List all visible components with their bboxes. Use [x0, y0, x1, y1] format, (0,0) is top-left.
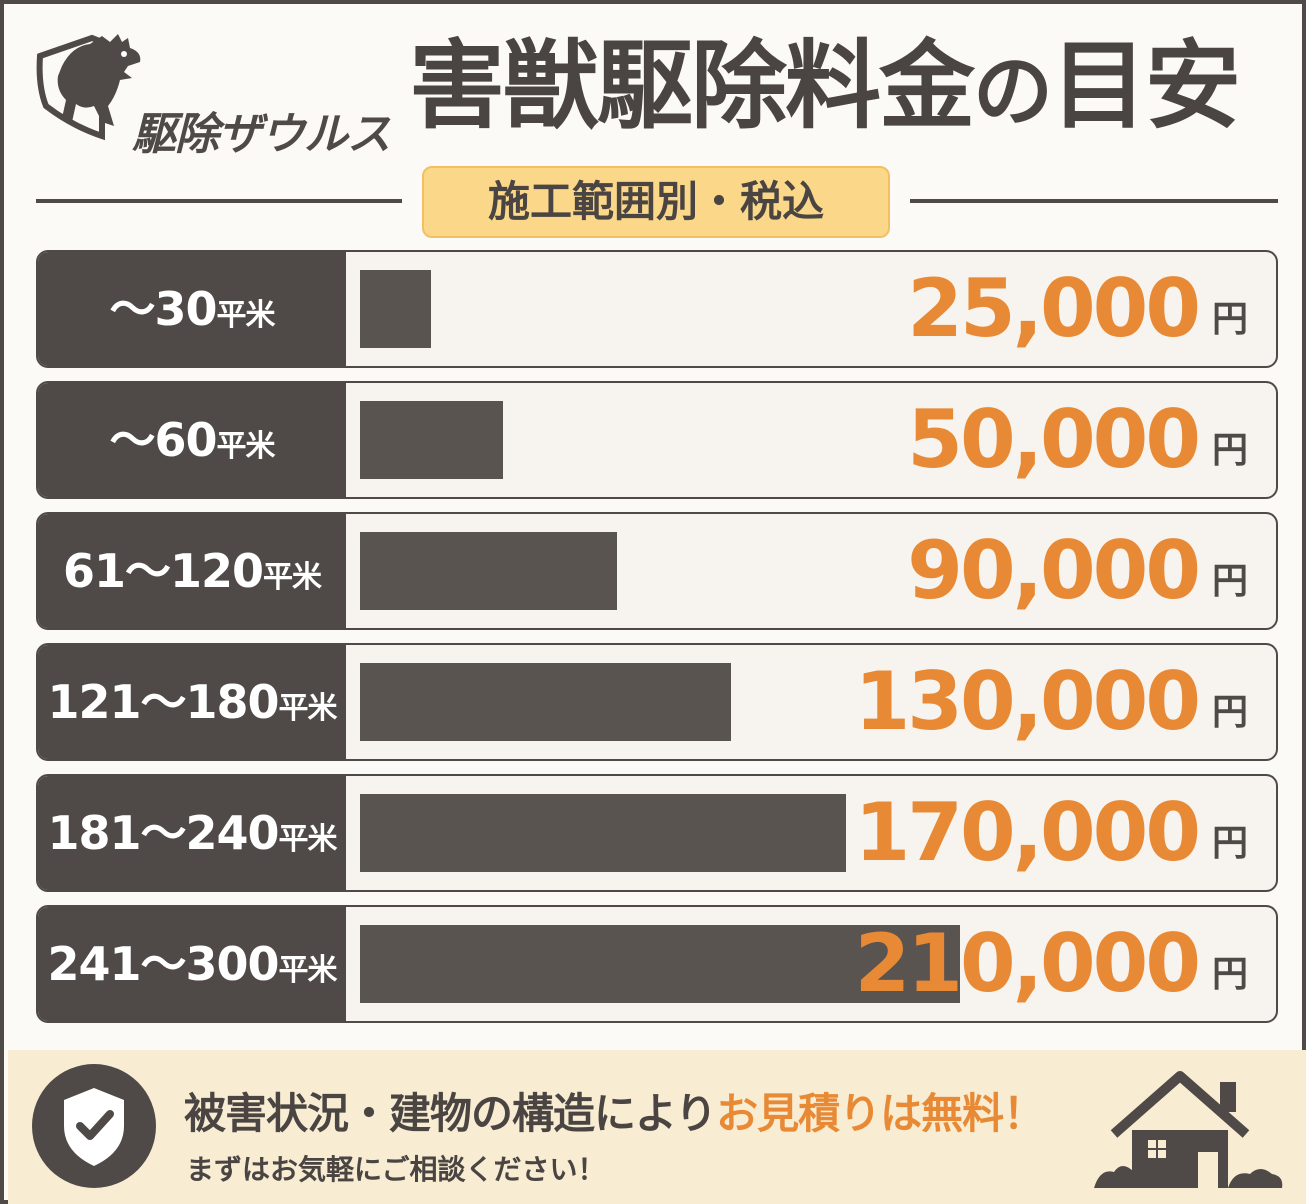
chart-row: 〜30平米 25,000 円 [36, 250, 1278, 368]
category-unit: 平米 [263, 560, 322, 595]
title-main: 害獣駆除料金 [409, 30, 975, 142]
category-range: 241〜300 [47, 937, 279, 991]
category-range: 121〜180 [47, 675, 279, 729]
dinosaur-mascot-icon [36, 34, 141, 141]
divider-left [36, 199, 402, 203]
category-unit: 平米 [278, 822, 338, 857]
value-unit: 円 [1211, 430, 1248, 471]
bar [360, 794, 846, 872]
value-label: 130,000 [854, 655, 1201, 748]
chart-row: 241〜300平米 210,000 円 [36, 905, 1278, 1023]
category-range: 〜30 [109, 282, 217, 336]
value-unit: 円 [1211, 299, 1248, 340]
value-label: 25,000 [907, 262, 1201, 355]
page-title: 害獣駆除料金の目安 [409, 26, 1241, 152]
value-label: 170,000 [854, 786, 1201, 879]
category-unit: 平米 [278, 953, 338, 988]
brand-name: 駆除ザウルス [132, 109, 391, 160]
footer-banner: 被害状況・建物の構造によりお見積りは無料！ まずはお気軽にご相談ください！ [8, 1050, 1306, 1204]
chart-row: 〜60平米 50,000 円 [36, 381, 1278, 499]
category-range: 181〜240 [47, 806, 279, 860]
bar [360, 925, 960, 1003]
value-unit: 円 [1211, 692, 1248, 733]
footer-headline-prefix: 被害状況・建物の構造により [184, 1089, 717, 1138]
value-unit: 円 [1211, 954, 1248, 995]
title-end: 目安 [1051, 30, 1241, 142]
divider-right [910, 199, 1278, 203]
category-label: 181〜240平米 [38, 776, 346, 890]
category-label: 61〜120平米 [38, 514, 346, 628]
category-label: 241〜300平米 [38, 907, 346, 1021]
category-range: 61〜120 [62, 544, 264, 598]
value-unit: 円 [1211, 561, 1248, 602]
category-label: 121〜180平米 [38, 645, 346, 759]
footer-headline: 被害状況・建物の構造によりお見積りは無料！ [184, 1080, 1045, 1141]
category-label: 〜60平米 [38, 383, 346, 497]
brand-logo: 駆除ザウルス [32, 26, 392, 160]
chart-row: 61〜120平米 90,000 円 [36, 512, 1278, 630]
bar [360, 270, 431, 348]
category-unit: 平米 [216, 429, 276, 464]
bar [360, 663, 731, 741]
subtitle-badge: 施工範囲別・税込 [422, 166, 890, 238]
shield-badge [32, 1064, 156, 1188]
value-label: 210,000 [854, 917, 1201, 1010]
shield-check-icon [64, 1088, 124, 1166]
footer-headline-accent: お見積りは無料！ [716, 1089, 1045, 1138]
value-label: 90,000 [907, 524, 1201, 617]
category-label: 〜30平米 [38, 252, 346, 366]
value-label: 50,000 [907, 393, 1201, 486]
title-particle: の [973, 45, 1053, 138]
house-icon [1094, 1071, 1283, 1188]
chart-row: 181〜240平米 170,000 円 [36, 774, 1278, 892]
footer-subtext: まずはお気軽にご相談ください！ [186, 1153, 606, 1186]
value-unit: 円 [1211, 823, 1248, 864]
category-unit: 平米 [216, 298, 276, 333]
bar [360, 401, 503, 479]
bar [360, 532, 617, 610]
category-range: 〜60 [109, 413, 217, 467]
chart-row: 121〜180平米 130,000 円 [36, 643, 1278, 761]
category-unit: 平米 [278, 691, 338, 726]
